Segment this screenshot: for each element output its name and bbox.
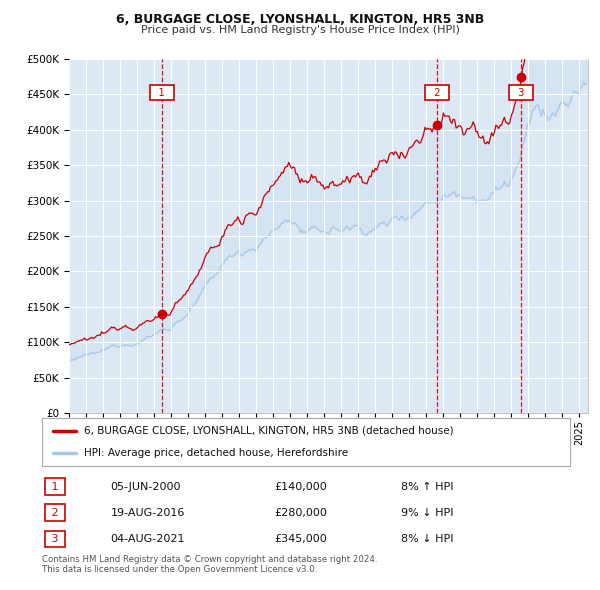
- Text: 3: 3: [48, 533, 62, 543]
- Text: £280,000: £280,000: [274, 507, 327, 517]
- Text: 19-AUG-2016: 19-AUG-2016: [110, 507, 185, 517]
- Text: 1: 1: [48, 481, 62, 491]
- Text: £140,000: £140,000: [274, 481, 327, 491]
- Text: 8% ↓ HPI: 8% ↓ HPI: [401, 533, 454, 543]
- Text: 6, BURGAGE CLOSE, LYONSHALL, KINGTON, HR5 3NB: 6, BURGAGE CLOSE, LYONSHALL, KINGTON, HR…: [116, 13, 484, 26]
- Text: 2: 2: [48, 507, 62, 517]
- Text: 9% ↓ HPI: 9% ↓ HPI: [401, 507, 454, 517]
- Text: Price paid vs. HM Land Registry's House Price Index (HPI): Price paid vs. HM Land Registry's House …: [140, 25, 460, 35]
- Text: 05-JUN-2000: 05-JUN-2000: [110, 481, 181, 491]
- Text: 8% ↑ HPI: 8% ↑ HPI: [401, 481, 454, 491]
- Text: 3: 3: [512, 88, 531, 97]
- Text: HPI: Average price, detached house, Herefordshire: HPI: Average price, detached house, Here…: [84, 448, 349, 458]
- Text: £345,000: £345,000: [274, 533, 327, 543]
- Text: 6, BURGAGE CLOSE, LYONSHALL, KINGTON, HR5 3NB (detached house): 6, BURGAGE CLOSE, LYONSHALL, KINGTON, HR…: [84, 426, 454, 436]
- Text: 2: 2: [428, 88, 446, 97]
- Text: Contains HM Land Registry data © Crown copyright and database right 2024.
This d: Contains HM Land Registry data © Crown c…: [42, 555, 377, 574]
- Text: 04-AUG-2021: 04-AUG-2021: [110, 533, 185, 543]
- Text: 1: 1: [152, 88, 171, 97]
